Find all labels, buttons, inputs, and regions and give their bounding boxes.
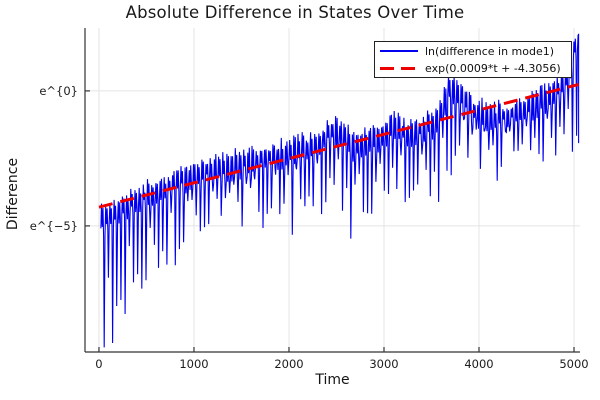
- legend-label-fit-line: exp(0.0009*t + -4.3056): [425, 61, 561, 75]
- x-tick-label: 0: [95, 357, 102, 371]
- x-tick-label: 1000: [179, 357, 208, 371]
- red-dashed-line-icon: [380, 66, 422, 70]
- x-tick-label: 4000: [464, 357, 493, 371]
- legend-box: ln(difference in mode1) exp(0.0009*t + -…: [374, 41, 572, 78]
- y-axis-label: Difference: [5, 157, 21, 231]
- legend-entry-data-series: ln(difference in mode1): [375, 43, 571, 59]
- legend-entry-fit-line: exp(0.0009*t + -4.3056): [375, 60, 571, 76]
- y-tick-label: e^{0}: [39, 84, 78, 98]
- legend-label-data-series: ln(difference in mode1): [425, 44, 555, 58]
- chart-title: Absolute Difference in States Over Time: [125, 3, 465, 22]
- y-tick-label: e^{−5}: [30, 219, 78, 233]
- x-tick-label: 2000: [274, 357, 303, 371]
- series-line-difference: [100, 33, 580, 348]
- fit-line: [98, 82, 580, 209]
- x-tick-label: 3000: [369, 357, 398, 371]
- x-axis-label: Time: [315, 372, 350, 388]
- blue-solid-line-icon: [380, 50, 422, 52]
- x-tick-label: 5000: [559, 357, 588, 371]
